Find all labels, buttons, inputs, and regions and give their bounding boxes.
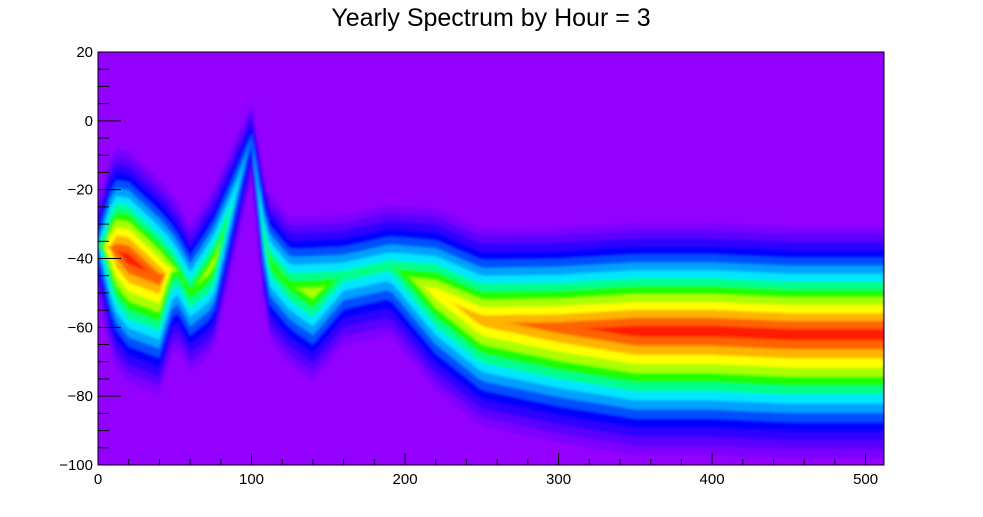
x-tick-label: 100 xyxy=(239,471,264,488)
x-tick-label: 200 xyxy=(393,471,418,488)
x-tick-label: 400 xyxy=(700,471,725,488)
y-tick-label: −80 xyxy=(68,388,93,405)
axes: 0 100 200 300 400 500 −100 −80 −60 −40 −20 0 20 xyxy=(59,44,885,488)
y-tick-label: 0 xyxy=(85,113,93,130)
y-tick-label: −100 xyxy=(59,457,93,474)
x-tick-label: 500 xyxy=(853,471,878,488)
chart-title: Yearly Spectrum by Hour = 3 xyxy=(331,4,650,32)
heatmap-bands xyxy=(98,101,884,459)
y-tick-label: 20 xyxy=(76,44,93,61)
y-tick-label: −40 xyxy=(68,251,93,268)
x-tick-label: 0 xyxy=(94,471,102,488)
x-tick-label: 300 xyxy=(546,471,571,488)
y-tick-label: −20 xyxy=(68,182,93,199)
plot-area xyxy=(98,52,884,465)
heatmap-band-level-13 xyxy=(98,138,884,350)
y-tick-label: −60 xyxy=(68,319,93,336)
